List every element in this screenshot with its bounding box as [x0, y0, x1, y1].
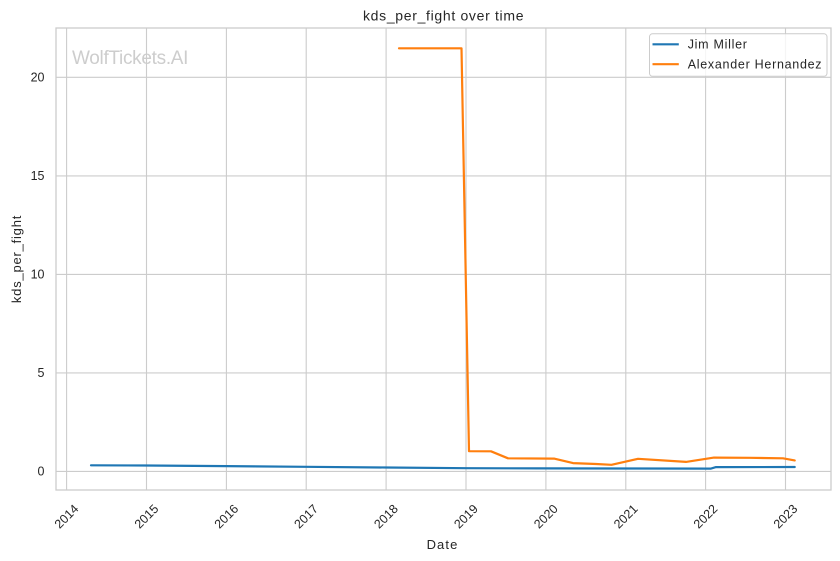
- svg-text:15: 15: [31, 169, 45, 183]
- svg-text:WolfTickets.AI: WolfTickets.AI: [72, 48, 188, 69]
- svg-text:Date: Date: [427, 537, 459, 552]
- svg-text:0: 0: [38, 465, 45, 479]
- svg-text:kds_per_fight: kds_per_fight: [9, 215, 24, 303]
- svg-text:Jim Miller: Jim Miller: [688, 38, 748, 52]
- svg-text:Alexander Hernandez: Alexander Hernandez: [688, 58, 823, 72]
- svg-text:10: 10: [31, 268, 45, 282]
- svg-text:20: 20: [31, 70, 45, 84]
- svg-text:kds_per_fight over time: kds_per_fight over time: [363, 8, 524, 24]
- svg-text:5: 5: [38, 366, 45, 380]
